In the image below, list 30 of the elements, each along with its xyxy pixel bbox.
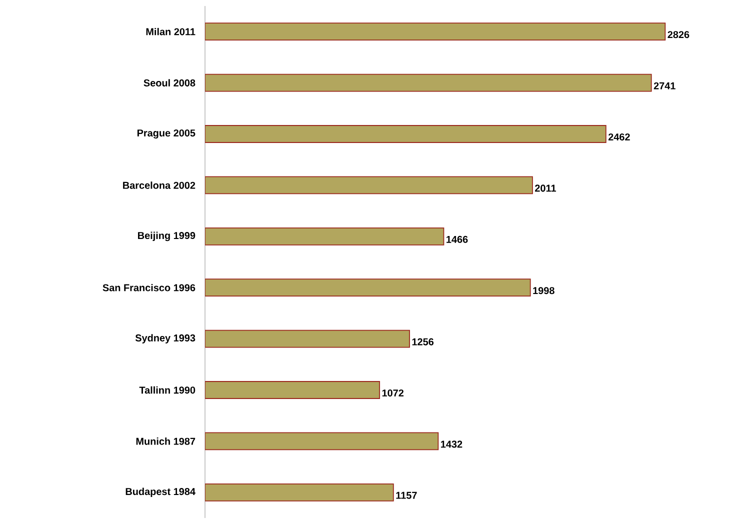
bar [205, 176, 533, 194]
y-tick-label: Tallinn 1990 [139, 386, 196, 394]
data-label: 1432 [441, 440, 462, 448]
y-tick-label: San Francisco 1996 [102, 284, 196, 292]
bar [205, 278, 531, 297]
bar [205, 227, 444, 246]
data-label: 1466 [446, 236, 468, 243]
data-label: 2011 [535, 184, 556, 192]
y-tick-label: Prague 2005 [137, 129, 196, 139]
data-label: 2462 [608, 133, 630, 141]
data-label: 2826 [668, 31, 690, 38]
bar [205, 74, 652, 92]
data-label: 1998 [533, 287, 554, 294]
data-label: 1157 [396, 492, 417, 499]
bar [205, 432, 439, 450]
y-tick-label: Barcelona 2002 [123, 182, 196, 189]
bar [205, 381, 380, 399]
data-label: 1072 [382, 389, 404, 397]
y-tick-label: Sydney 1993 [135, 334, 196, 344]
y-tick-label: Munich 1987 [136, 438, 196, 445]
bar [205, 330, 410, 348]
bar [205, 125, 606, 143]
bar [205, 483, 394, 502]
bar [205, 22, 666, 41]
y-tick-label: Seoul 2008 [144, 79, 196, 86]
data-label: 2741 [654, 82, 676, 90]
y-tick-label: Milan 2011 [146, 28, 196, 36]
y-tick-label: Beijing 1999 [138, 232, 196, 242]
y-tick-label: Budapest 1984 [126, 488, 196, 498]
data-label: 1256 [412, 338, 434, 346]
